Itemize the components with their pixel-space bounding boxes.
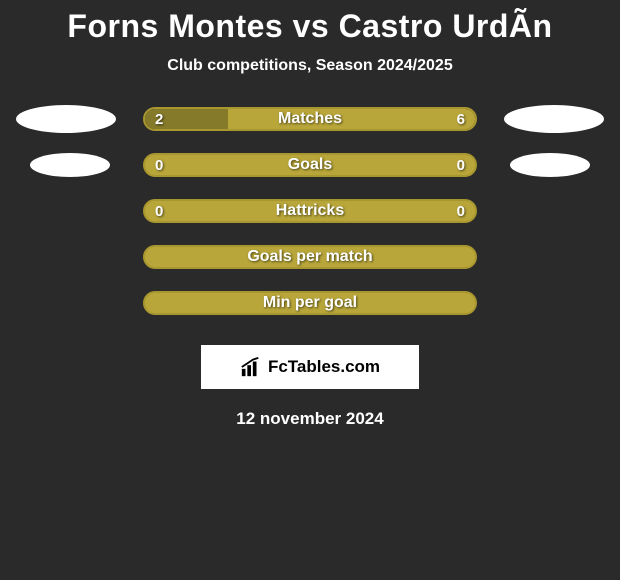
- stat-row-matches: 2 6 Matches: [0, 107, 620, 131]
- stat-value-left: 0: [155, 157, 163, 174]
- stat-bar-hattricks: 0 0 Hattricks: [143, 199, 477, 223]
- stat-label: Min per goal: [263, 294, 357, 312]
- stat-label: Hattricks: [276, 202, 344, 220]
- stat-value-left: 2: [155, 111, 163, 128]
- stat-bar-matches: 2 6 Matches: [143, 107, 477, 131]
- stat-rows: 2 6 Matches 0 0 Goals 0 0 Hattricks Goals per mat…: [0, 107, 620, 315]
- stat-value-left: 0: [155, 203, 163, 220]
- bar-seg-right: [228, 109, 476, 129]
- stat-row-goals: 0 0 Goals: [0, 153, 620, 177]
- stat-bar-goals-per-match: Goals per match: [143, 245, 477, 269]
- brand-box: FcTables.com: [201, 345, 419, 389]
- stat-label: Matches: [278, 110, 342, 128]
- stat-value-right: 0: [457, 157, 465, 174]
- stat-value-right: 0: [457, 203, 465, 220]
- stat-row-hattricks: 0 0 Hattricks: [0, 199, 620, 223]
- player2-marker: [510, 153, 590, 177]
- stat-bar-goals: 0 0 Goals: [143, 153, 477, 177]
- brand-text: FcTables.com: [268, 357, 380, 377]
- bar-chart-icon: [240, 356, 262, 378]
- player2-marker: [504, 105, 604, 133]
- date-text: 12 november 2024: [0, 409, 620, 429]
- player1-marker: [30, 153, 110, 177]
- stat-label: Goals per match: [247, 248, 372, 266]
- stat-value-right: 6: [457, 111, 465, 128]
- stat-row-min-per-goal: Min per goal: [0, 291, 620, 315]
- stat-row-goals-per-match: Goals per match: [0, 245, 620, 269]
- player1-marker: [16, 105, 116, 133]
- page-title: Forns Montes vs Castro UrdÃ­n: [0, 8, 620, 45]
- subtitle: Club competitions, Season 2024/2025: [0, 57, 620, 75]
- stat-label: Goals: [288, 156, 332, 174]
- stat-bar-min-per-goal: Min per goal: [143, 291, 477, 315]
